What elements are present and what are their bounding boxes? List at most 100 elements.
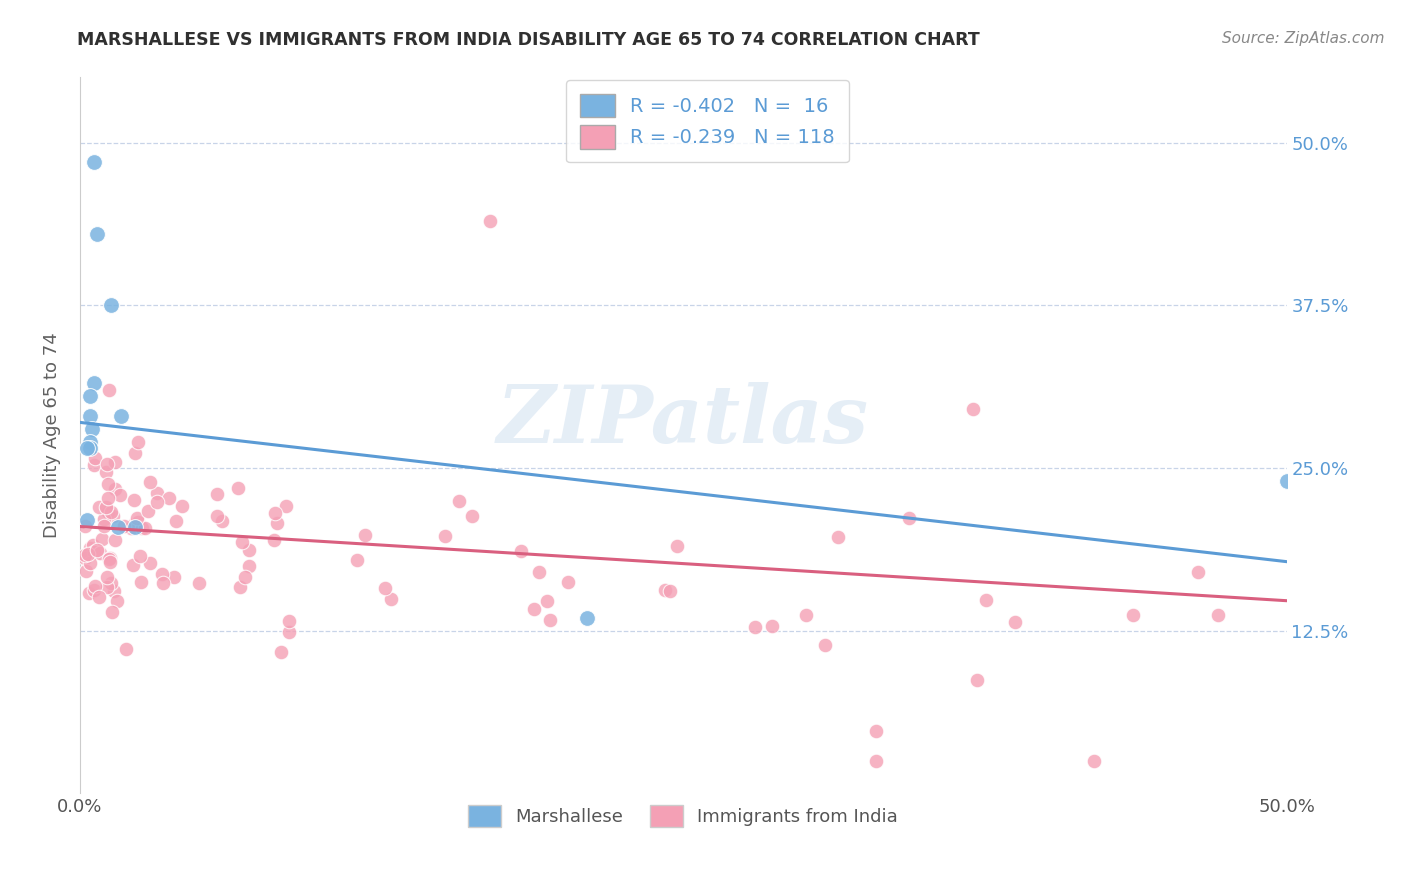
- Point: [105, 594, 128, 608]
- Point: [101, 605, 124, 619]
- Point: [373, 581, 395, 595]
- Point: [97, 477, 120, 491]
- Point: [79, 409, 101, 423]
- Point: [76, 442, 98, 456]
- Point: [122, 492, 145, 507]
- Point: [101, 509, 124, 524]
- Legend: Marshallese, Immigrants from India: Marshallese, Immigrants from India: [461, 798, 905, 834]
- Point: [103, 533, 125, 547]
- Point: [479, 213, 502, 227]
- Point: [83, 545, 105, 559]
- Point: [165, 514, 187, 528]
- Point: [172, 499, 194, 513]
- Point: [523, 602, 546, 616]
- Point: [529, 565, 551, 579]
- Point: [136, 504, 159, 518]
- Point: [127, 515, 149, 529]
- Point: [127, 510, 149, 524]
- Point: [127, 435, 149, 450]
- Point: [263, 533, 285, 547]
- Point: [278, 625, 301, 640]
- Point: [84, 578, 107, 592]
- Point: [152, 576, 174, 591]
- Point: [93, 512, 115, 526]
- Point: [120, 521, 142, 535]
- Point: [449, 493, 471, 508]
- Point: [1187, 565, 1209, 579]
- Point: [97, 491, 120, 505]
- Point: [79, 556, 101, 570]
- Point: [79, 434, 101, 449]
- Point: [139, 475, 162, 489]
- Point: [966, 673, 988, 687]
- Point: [238, 559, 260, 574]
- Point: [80, 422, 103, 436]
- Point: [228, 580, 250, 594]
- Point: [83, 583, 105, 598]
- Point: [75, 551, 97, 566]
- Point: [536, 594, 558, 608]
- Point: [205, 509, 228, 524]
- Point: [233, 570, 256, 584]
- Point: [77, 547, 100, 561]
- Point: [75, 549, 97, 563]
- Point: [228, 481, 250, 495]
- Point: [263, 506, 285, 520]
- Point: [962, 402, 984, 417]
- Point: [91, 533, 114, 547]
- Point: [79, 541, 101, 556]
- Point: [163, 570, 186, 584]
- Point: [659, 584, 682, 599]
- Point: [898, 511, 921, 525]
- Point: [205, 487, 228, 501]
- Point: [1004, 615, 1026, 629]
- Point: [510, 544, 533, 558]
- Point: [83, 376, 105, 391]
- Point: [96, 569, 118, 583]
- Point: [761, 618, 783, 632]
- Point: [461, 508, 484, 523]
- Point: [108, 488, 131, 502]
- Point: [84, 451, 107, 466]
- Point: [1206, 607, 1229, 622]
- Point: [538, 613, 561, 627]
- Point: [76, 513, 98, 527]
- Point: [104, 455, 127, 469]
- Point: [79, 389, 101, 403]
- Point: [100, 505, 122, 519]
- Point: [97, 551, 120, 566]
- Point: [150, 567, 173, 582]
- Point: [270, 645, 292, 659]
- Point: [94, 465, 117, 479]
- Y-axis label: Disability Age 65 to 74: Disability Age 65 to 74: [44, 333, 60, 538]
- Point: [865, 754, 887, 768]
- Point: [346, 552, 368, 566]
- Point: [575, 610, 598, 624]
- Point: [103, 583, 125, 598]
- Point: [98, 555, 121, 569]
- Point: [814, 638, 837, 652]
- Point: [434, 529, 457, 543]
- Point: [1122, 607, 1144, 622]
- Point: [794, 607, 817, 622]
- Point: [974, 593, 997, 607]
- Point: [100, 298, 122, 312]
- Point: [128, 549, 150, 563]
- Point: [89, 547, 111, 561]
- Point: [665, 540, 688, 554]
- Point: [77, 586, 100, 600]
- Point: [96, 580, 118, 594]
- Point: [89, 500, 111, 515]
- Point: [104, 482, 127, 496]
- Point: [139, 557, 162, 571]
- Point: [146, 494, 169, 508]
- Point: [827, 530, 849, 544]
- Point: [1083, 754, 1105, 768]
- Point: [73, 519, 96, 533]
- Point: [100, 575, 122, 590]
- Point: [83, 458, 105, 473]
- Point: [96, 457, 118, 471]
- Point: [87, 590, 110, 604]
- Point: [112, 519, 135, 533]
- Point: [93, 519, 115, 533]
